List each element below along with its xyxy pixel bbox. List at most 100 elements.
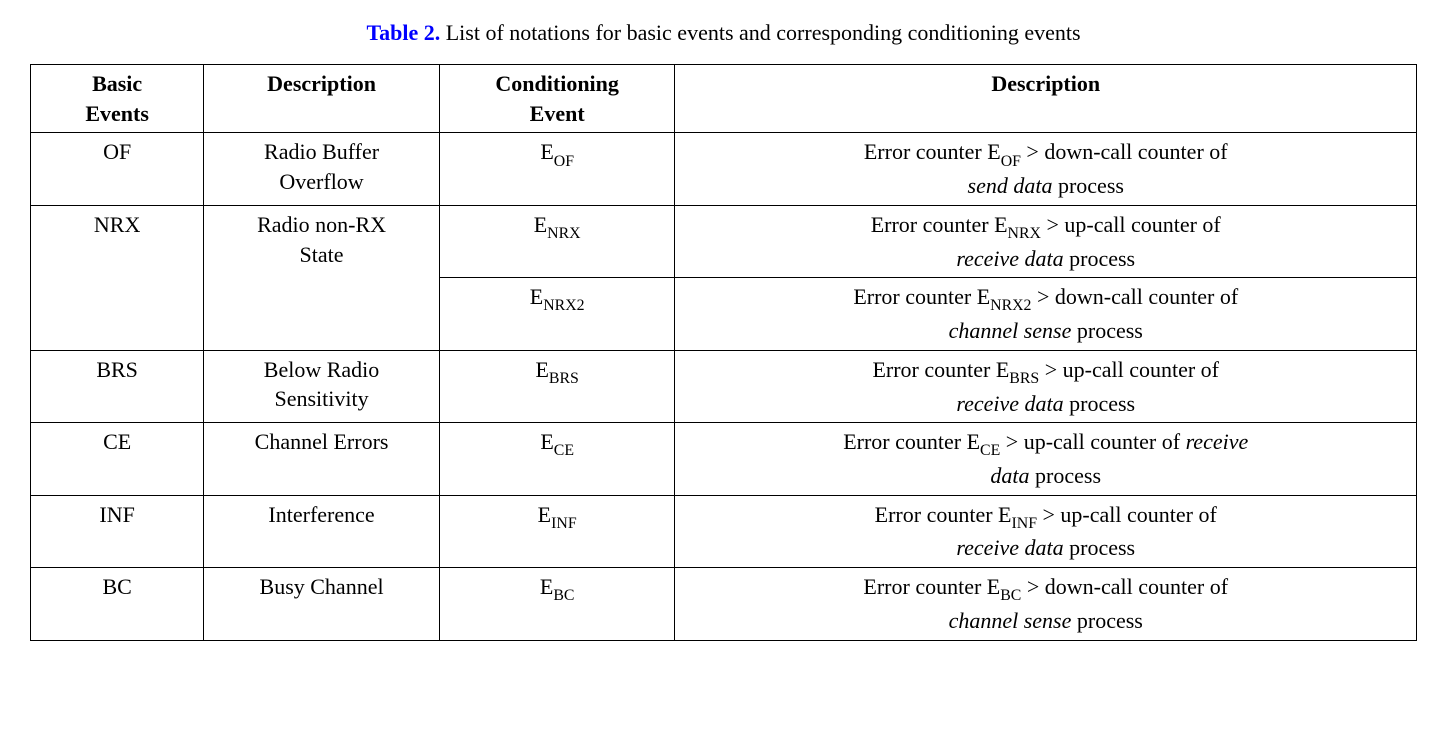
- subscript: CE: [554, 442, 574, 459]
- subscript: NRX: [547, 225, 580, 242]
- cell-text: Error counter E: [843, 429, 980, 454]
- cell-cond-description: Error counter EINF > up-call counter of …: [675, 495, 1417, 567]
- cell-description: Interference: [204, 495, 440, 567]
- cell-text: E: [540, 574, 553, 599]
- header-conditioning-event: Conditioning Event: [439, 65, 675, 133]
- cell-text: process: [1064, 391, 1135, 416]
- cell-cond-description: Error counter EOF > down-call counter of…: [675, 133, 1417, 205]
- cell-conditioning-event: EBC: [439, 568, 675, 640]
- table-row: CE Channel Errors ECE Error counter ECE …: [31, 423, 1417, 495]
- cell-text: Overflow: [279, 169, 363, 194]
- cell-text: process: [1030, 463, 1101, 488]
- cell-text: process: [1071, 318, 1142, 343]
- subscript: BC: [1000, 587, 1021, 604]
- cell-cond-description: Error counter EBC > down-call counter of…: [675, 568, 1417, 640]
- cell-text: > down-call counter of: [1021, 574, 1228, 599]
- subscript: BRS: [549, 370, 579, 387]
- subscript: BC: [553, 587, 574, 604]
- cell-text: Error counter E: [875, 502, 1012, 527]
- cell-cond-description: Error counter EBRS > up-call counter of …: [675, 350, 1417, 422]
- table-header-row: Basic Events Description Conditioning Ev…: [31, 65, 1417, 133]
- caption-text: List of notations for basic events and c…: [440, 20, 1080, 45]
- cell-text: State: [300, 242, 344, 267]
- cell-italic: data: [990, 463, 1029, 488]
- cell-text: process: [1052, 173, 1123, 198]
- cell-conditioning-event: ENRX: [439, 205, 675, 277]
- subscript: NRX: [1008, 225, 1041, 242]
- cell-text: > down-call counter of: [1031, 284, 1238, 309]
- table-row: BRS Below Radio Sensitivity EBRS Error c…: [31, 350, 1417, 422]
- header-text: Description: [267, 71, 376, 96]
- cell-text: > up-call counter of: [1039, 357, 1219, 382]
- header-description-1: Description: [204, 65, 440, 133]
- cell-conditioning-event: EINF: [439, 495, 675, 567]
- cell-text: E: [530, 284, 543, 309]
- cell-basic-event: CE: [31, 423, 204, 495]
- table-caption: Table 2. List of notations for basic eve…: [30, 20, 1417, 46]
- cell-text: > up-call counter of: [1000, 429, 1185, 454]
- header-basic-events: Basic Events: [31, 65, 204, 133]
- subscript: NRX2: [990, 297, 1031, 314]
- cell-text: E: [534, 212, 547, 237]
- cell-text: > down-call counter of: [1021, 139, 1228, 164]
- cell-text: process: [1071, 608, 1142, 633]
- cell-description: Busy Channel: [204, 568, 440, 640]
- cell-basic-event: BRS: [31, 350, 204, 422]
- table-row: BC Busy Channel EBC Error counter EBC > …: [31, 568, 1417, 640]
- cell-conditioning-event: ENRX2: [439, 278, 675, 350]
- cell-text: process: [1064, 246, 1135, 271]
- cell-text: Error counter E: [872, 357, 1009, 382]
- caption-label: Table 2.: [366, 20, 440, 45]
- cell-italic: receive: [1186, 429, 1249, 454]
- cell-italic: receive data: [956, 535, 1069, 560]
- cell-text: Error counter E: [871, 212, 1008, 237]
- cell-text: Error counter E: [853, 284, 990, 309]
- cell-basic-event: OF: [31, 133, 204, 205]
- header-text: Event: [530, 101, 585, 126]
- cell-basic-event: NRX: [31, 205, 204, 350]
- header-text: Events: [85, 101, 149, 126]
- cell-description: Below Radio Sensitivity: [204, 350, 440, 422]
- subscript: INF: [551, 515, 577, 532]
- cell-text: E: [540, 429, 553, 454]
- cell-description: Radio non-RX State: [204, 205, 440, 350]
- table-row: NRX Radio non-RX State ENRX Error counte…: [31, 205, 1417, 277]
- cell-text: E: [535, 357, 548, 382]
- cell-basic-event: BC: [31, 568, 204, 640]
- subscript: NRX2: [543, 297, 584, 314]
- cell-italic: receive data: [956, 246, 1063, 271]
- table-row: INF Interference EINF Error counter EINF…: [31, 495, 1417, 567]
- subscript: BRS: [1009, 370, 1039, 387]
- cell-description: Channel Errors: [204, 423, 440, 495]
- cell-description: Radio Buffer Overflow: [204, 133, 440, 205]
- cell-conditioning-event: ECE: [439, 423, 675, 495]
- notations-table: Basic Events Description Conditioning Ev…: [30, 64, 1417, 641]
- subscript: OF: [554, 153, 574, 170]
- header-text: Conditioning: [495, 71, 619, 96]
- header-text: Description: [991, 71, 1100, 96]
- cell-text: > up-call counter of: [1037, 502, 1217, 527]
- cell-italic: channel sense: [949, 318, 1072, 343]
- header-description-2: Description: [675, 65, 1417, 133]
- subscript: OF: [1001, 153, 1021, 170]
- cell-conditioning-event: EBRS: [439, 350, 675, 422]
- cell-text: > up-call counter of: [1041, 212, 1221, 237]
- cell-italic: send data: [968, 173, 1053, 198]
- cell-text: Error counter E: [864, 139, 1001, 164]
- subscript: CE: [980, 442, 1000, 459]
- header-text: Basic: [92, 71, 142, 96]
- subscript: INF: [1012, 515, 1038, 532]
- cell-italic: receive data: [956, 391, 1063, 416]
- cell-cond-description: Error counter ENRX > up-call counter of …: [675, 205, 1417, 277]
- cell-text: Below Radio: [264, 357, 380, 382]
- cell-text: Sensitivity: [274, 386, 368, 411]
- cell-text: E: [540, 139, 553, 164]
- cell-text: process: [1069, 535, 1135, 560]
- cell-cond-description: Error counter ECE > up-call counter of r…: [675, 423, 1417, 495]
- cell-text: Radio Buffer: [264, 139, 379, 164]
- cell-text: Radio non-RX: [257, 212, 386, 237]
- cell-italic: channel sense: [949, 608, 1072, 633]
- cell-conditioning-event: EOF: [439, 133, 675, 205]
- table-row: OF Radio Buffer Overflow EOF Error count…: [31, 133, 1417, 205]
- cell-basic-event: INF: [31, 495, 204, 567]
